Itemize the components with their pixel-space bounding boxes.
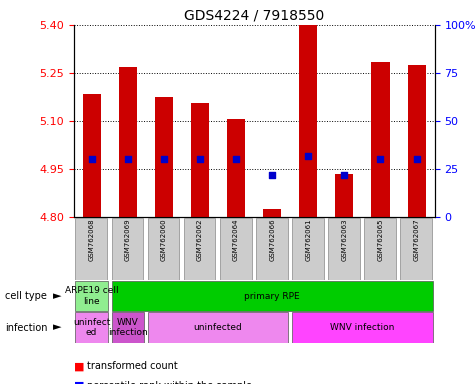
FancyBboxPatch shape [76,313,108,343]
FancyBboxPatch shape [112,218,143,280]
FancyBboxPatch shape [76,281,108,311]
Text: GSM762068: GSM762068 [89,219,95,262]
FancyBboxPatch shape [220,218,252,280]
Text: uninfect
ed: uninfect ed [73,318,110,337]
Text: GSM762063: GSM762063 [342,219,347,262]
Bar [371,62,389,217]
Point [268,172,276,178]
Text: primary RPE: primary RPE [244,291,300,301]
Point [304,152,312,159]
Text: ■: ■ [74,361,84,371]
FancyBboxPatch shape [256,218,288,280]
Text: GSM762066: GSM762066 [269,219,275,262]
Bar [335,174,353,217]
Bar [83,94,101,217]
Bar [408,65,426,217]
FancyBboxPatch shape [364,218,396,280]
Text: infection: infection [5,323,47,333]
Point [160,156,168,162]
FancyBboxPatch shape [292,313,433,343]
Bar [299,25,317,217]
Text: GSM762062: GSM762062 [197,219,203,262]
Point [377,156,384,162]
FancyBboxPatch shape [400,218,432,280]
Text: cell type: cell type [5,291,47,301]
Text: ►: ► [53,323,61,333]
Text: ■: ■ [74,381,84,384]
FancyBboxPatch shape [112,281,433,311]
FancyBboxPatch shape [148,313,288,343]
Point [196,156,204,162]
Text: WNV
infection: WNV infection [108,318,148,337]
FancyBboxPatch shape [148,218,180,280]
Text: uninfected: uninfected [194,323,242,332]
FancyBboxPatch shape [328,218,360,280]
Text: GSM762061: GSM762061 [305,219,311,262]
FancyBboxPatch shape [184,218,216,280]
FancyBboxPatch shape [112,313,144,343]
Text: GSM762065: GSM762065 [378,219,383,262]
Text: ►: ► [53,291,61,301]
Point [341,172,348,178]
Bar [119,66,137,217]
Bar [263,209,281,217]
FancyBboxPatch shape [76,218,107,280]
Bar [155,97,173,217]
Text: WNV infection: WNV infection [330,323,395,332]
Bar [191,103,209,217]
Text: GSM762069: GSM762069 [125,219,131,262]
Text: GSM762067: GSM762067 [414,219,419,262]
Point [124,156,132,162]
Text: transformed count: transformed count [87,361,178,371]
Text: percentile rank within the sample: percentile rank within the sample [87,381,252,384]
Bar [227,119,245,217]
Text: GSM762064: GSM762064 [233,219,239,262]
Text: ARPE19 cell
line: ARPE19 cell line [65,286,118,306]
FancyBboxPatch shape [292,218,324,280]
Title: GDS4224 / 7918550: GDS4224 / 7918550 [184,8,324,22]
Point [88,156,95,162]
Text: GSM762060: GSM762060 [161,219,167,262]
Point [232,156,240,162]
Point [413,156,420,162]
